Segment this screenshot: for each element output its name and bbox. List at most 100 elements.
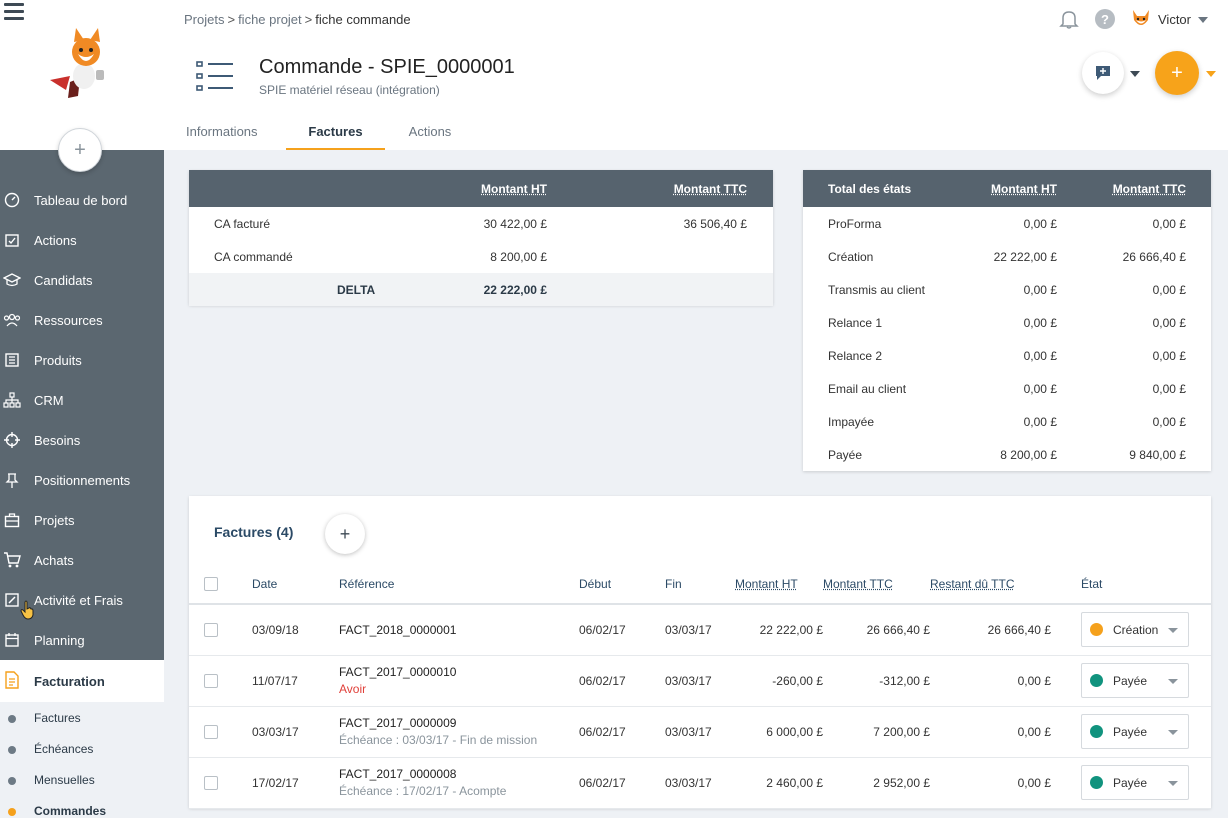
sidebar-item-produits[interactable]: Produits [0,340,164,380]
row-checkbox[interactable] [204,673,218,688]
summary-label: CA commandé [214,249,293,264]
sidebar-item-label: Positionnements [34,472,131,488]
help-icon[interactable]: ? [1095,9,1115,29]
states-header-label: Total des états [803,170,953,207]
invoice-reference[interactable]: FACT_2017_0000010 [339,665,457,679]
user-avatar[interactable] [1130,8,1152,30]
column-montant-ht[interactable]: Montant HT [735,564,823,605]
state-select[interactable]: Payée [1081,714,1189,749]
sidebar-item-facturation[interactable]: Facturation [0,660,164,702]
sidebar-subitem-commandes[interactable]: Commandes [0,795,164,818]
state-label: Relance 2 [828,348,883,363]
comment-button[interactable] [1082,52,1124,94]
column-date[interactable]: Date [252,564,339,605]
hamburger-menu-icon[interactable] [4,3,24,21]
state-ht: 0,00 £ [1023,315,1057,330]
invoice-reference[interactable]: FACT_2018_0000001 [339,622,457,637]
states-row: Impayée 0,00 £ 0,00 £ [803,405,1211,438]
bell-icon[interactable] [1058,8,1080,30]
column-montant-ttc[interactable]: Montant TTC [823,564,930,605]
state-ttc: 0,00 £ [1152,282,1186,297]
sidebar-add-button[interactable]: + [58,128,102,172]
invoice-reference-cell: FACT_2017_0000009 Échéance : 03/03/17 - F… [339,706,579,758]
invoice-date: 11/07/17 [252,655,339,707]
sidebar-item-label: Tableau de bord [34,192,128,208]
table-row[interactable]: 03/09/18 FACT_2018_0000001 06/02/17 03/03/1… [189,604,1211,656]
invoices-table: Date Référence Début Fin Montant HT Mont… [189,564,1211,809]
table-row[interactable]: 11/07/17 FACT_2017_0000010 Avoir 06/02/17 03… [189,655,1211,707]
invoice-fin: 03/03/17 [665,604,735,656]
states-header-ttc: Montant TTC [1057,170,1211,207]
breadcrumb-link-fiche-projet[interactable]: fiche projet [238,12,302,27]
invoices-title: Factures (4) [214,524,294,540]
state-select[interactable]: Création [1081,612,1189,648]
select-all-column [189,564,252,605]
select-all-checkbox[interactable] [204,576,218,591]
calendar-icon [3,631,21,649]
sidebar-subitem-mensuelles[interactable]: Mensuelles [0,764,164,795]
invoice-reference[interactable]: FACT_2017_0000008 [339,767,457,781]
invoice-ttc: -312,00 £ [823,655,930,707]
states-row: ProForma 0,00 £ 0,00 £ [803,207,1211,240]
tab-factures[interactable]: Factures [286,118,385,150]
breadcrumb-link-projets[interactable]: Projets [184,12,225,27]
column-etat[interactable]: État [1051,564,1211,605]
state-label: Impayée [828,414,875,429]
invoice-ht: 2 460,00 £ [735,757,823,809]
chevron-down-icon[interactable] [1130,71,1140,77]
user-name[interactable]: Victor [1158,12,1191,27]
sidebar-subitem-echeances[interactable]: Échéances [0,733,164,764]
invoice-restant: 0,00 £ [930,757,1051,809]
invoice-date: 03/09/18 [252,604,339,656]
state-label: Création [828,249,874,264]
cart-icon [3,551,21,569]
sidebar-item-planning[interactable]: Planning [0,620,164,660]
products-icon [3,351,21,369]
sidebar-item-projets[interactable]: Projets [0,500,164,540]
row-checkbox[interactable] [204,775,218,790]
add-button[interactable]: + [1155,51,1199,95]
chevron-down-icon[interactable] [1198,17,1208,23]
chevron-down-icon[interactable] [1206,71,1216,77]
state-select[interactable]: Payée [1081,663,1189,698]
column-fin[interactable]: Fin [665,564,735,605]
invoice-debut: 06/02/17 [579,604,665,656]
sidebar-item-achats[interactable]: Achats [0,540,164,580]
bullet-icon [8,777,16,785]
sidebar-item-label: Candidats [34,272,93,288]
invoice-state-cell: Payée [1051,706,1211,758]
column-restant-du-ttc[interactable]: Restant dû TTC [930,564,1051,605]
tab-actions[interactable]: Actions [408,124,452,139]
states-total-card: Total des états Montant HT Montant TTC P… [803,170,1211,471]
state-label: Relance 1 [828,315,883,330]
column-debut[interactable]: Début [579,564,665,605]
sidebar-subitem-factures[interactable]: Factures [0,702,164,733]
sidebar-item-ressources[interactable]: Ressources [0,300,164,340]
state-select[interactable]: Payée [1081,765,1189,800]
row-checkbox[interactable] [204,623,218,638]
table-row[interactable]: 17/02/17 FACT_2017_0000008 Échéance : 17/0… [189,757,1211,809]
row-checkbox[interactable] [204,724,218,739]
add-invoice-button[interactable]: + [325,514,365,554]
invoice-ttc: 26 666,40 £ [823,604,930,656]
sidebar-item-positionnements[interactable]: Positionnements [0,460,164,500]
tab-informations[interactable]: Informations [186,124,258,139]
breadcrumb-separator: > [304,12,313,27]
sidebar-item-actions[interactable]: Actions [0,220,164,260]
invoice-state-cell: Création [1051,604,1211,656]
sidebar-item-crm[interactable]: CRM [0,380,164,420]
breadcrumb: Projets > fiche projet > fiche commande [184,12,411,27]
invoice-reference[interactable]: FACT_2017_0000009 [339,716,457,730]
invoice-fin: 03/03/17 [665,655,735,707]
row-select [189,706,252,758]
column-reference[interactable]: Référence [339,564,579,605]
sidebar-item-tableau-de-bord[interactable]: Tableau de bord [0,180,164,220]
invoice-debut: 06/02/17 [579,757,665,809]
sidebar-item-besoins[interactable]: Besoins [0,420,164,460]
edit-icon [3,591,21,609]
table-row[interactable]: 03/03/17 FACT_2017_0000009 Échéance : 03/0… [189,706,1211,758]
sidebar-item-candidats[interactable]: Candidats [0,260,164,300]
states-row: Email au client 0,00 £ 0,00 £ [803,372,1211,405]
sidebar-item-activite-et-frais[interactable]: Activité et Frais [0,580,164,620]
sidebar-subitem-label: Factures [34,710,81,725]
